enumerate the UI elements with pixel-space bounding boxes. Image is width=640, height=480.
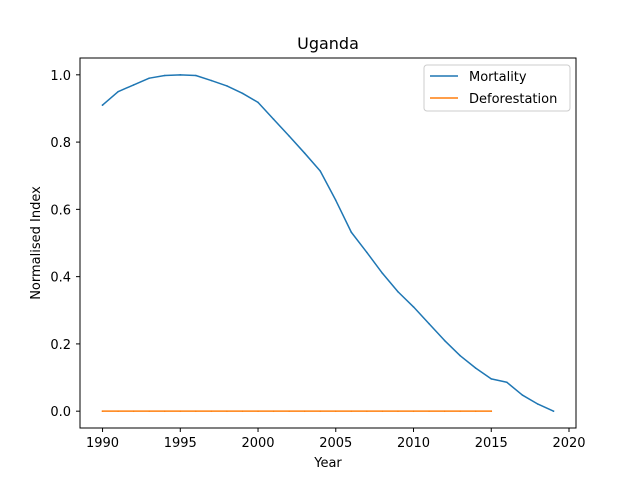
- legend: Mortality Deforestation: [423, 64, 571, 112]
- data-point-mortality: [132, 84, 135, 86]
- y-tick-label: 0.0: [50, 405, 71, 420]
- data-point-mortality: [474, 367, 477, 369]
- data-point-mortality: [490, 378, 493, 380]
- legend-label-mortality: Mortality: [469, 70, 527, 85]
- data-point-deforestation: [101, 410, 104, 412]
- data-point-mortality: [257, 101, 259, 104]
- y-axis-label: Normalised Index: [29, 186, 44, 300]
- data-point-mortality: [226, 85, 228, 87]
- data-point-deforestation: [257, 410, 259, 412]
- data-point-deforestation: [288, 410, 290, 412]
- legend-label-deforestation: Deforestation: [469, 92, 557, 107]
- data-point-deforestation: [195, 410, 197, 412]
- data-point-deforestation: [226, 410, 228, 412]
- x-tick-label: 1990: [86, 436, 119, 451]
- data-point-deforestation: [303, 410, 306, 412]
- data-point-mortality: [163, 74, 166, 77]
- data-point-deforestation: [490, 410, 493, 412]
- data-point-deforestation: [272, 410, 275, 412]
- data-point-deforestation: [148, 410, 150, 412]
- data-point-mortality: [381, 272, 384, 275]
- data-point-mortality: [319, 170, 322, 172]
- x-axis-label: Year: [313, 456, 342, 471]
- data-point-mortality: [552, 410, 555, 412]
- chart-title: Uganda: [297, 34, 359, 53]
- data-point-mortality: [459, 354, 461, 357]
- data-point-mortality: [521, 394, 524, 396]
- data-point-deforestation: [132, 410, 135, 412]
- data-point-mortality: [117, 90, 119, 93]
- data-point-mortality: [366, 251, 368, 254]
- data-point-mortality: [412, 306, 415, 308]
- data-point-deforestation: [381, 410, 384, 412]
- data-point-deforestation: [117, 410, 119, 412]
- data-point-mortality: [303, 152, 306, 154]
- data-point-mortality: [148, 77, 150, 79]
- data-point-mortality: [428, 322, 430, 325]
- data-point-deforestation: [366, 410, 368, 412]
- y-tick-label: 0.6: [50, 203, 71, 218]
- data-point-mortality: [272, 118, 275, 121]
- data-point-mortality: [506, 381, 508, 384]
- data-point-deforestation: [443, 410, 446, 412]
- x-tick-label: 2020: [552, 436, 585, 451]
- x-tick-label: 2005: [319, 436, 352, 451]
- y-tick-label: 1.0: [50, 69, 71, 84]
- y-tick-label: 0.8: [50, 136, 71, 151]
- data-point-mortality: [350, 231, 353, 234]
- data-point-deforestation: [319, 410, 322, 412]
- data-point-mortality: [179, 74, 182, 76]
- data-point-deforestation: [334, 410, 337, 412]
- data-point-deforestation: [397, 410, 399, 412]
- data-point-mortality: [195, 74, 197, 77]
- y-tick-label: 0.2: [50, 338, 71, 353]
- data-point-deforestation: [210, 410, 213, 412]
- data-point-mortality: [288, 135, 290, 137]
- data-point-deforestation: [428, 410, 430, 412]
- data-point-deforestation: [412, 410, 415, 412]
- data-point-mortality: [241, 92, 244, 95]
- legend-frame: [423, 64, 571, 112]
- plot-frame: [79, 57, 577, 429]
- x-tick-label: 1995: [164, 436, 197, 451]
- data-point-deforestation: [459, 410, 461, 412]
- data-point-mortality: [334, 199, 337, 202]
- data-point-deforestation: [163, 410, 166, 412]
- x-tick-label: 2015: [475, 436, 508, 451]
- data-point-mortality: [537, 403, 539, 405]
- data-point-mortality: [443, 339, 446, 342]
- y-tick-label: 0.4: [50, 271, 71, 286]
- data-point-deforestation: [241, 410, 244, 412]
- data-point-deforestation: [474, 410, 477, 412]
- data-point-mortality: [210, 79, 213, 82]
- plot-area: [101, 74, 555, 413]
- data-point-deforestation: [350, 410, 353, 412]
- data-point-mortality: [101, 104, 104, 106]
- x-tick-label: 2010: [397, 436, 430, 451]
- series-line-mortality: [101, 74, 555, 413]
- x-tick-label: 2000: [241, 436, 274, 451]
- data-point-mortality: [397, 290, 399, 293]
- data-point-deforestation: [179, 410, 182, 412]
